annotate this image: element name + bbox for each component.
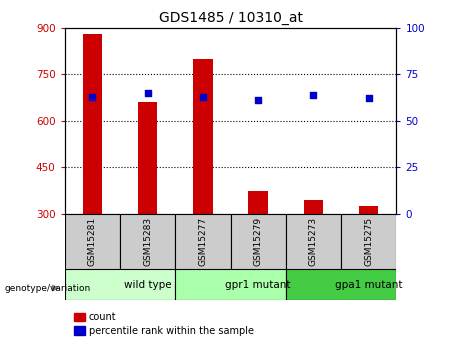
Point — [254, 98, 262, 103]
Text: GSM15283: GSM15283 — [143, 217, 152, 266]
Text: genotype/variation: genotype/variation — [5, 284, 91, 293]
Bar — [138, 102, 157, 214]
Point — [365, 96, 372, 101]
Bar — [286, 214, 341, 269]
Text: GSM15281: GSM15281 — [88, 217, 97, 266]
Text: gpr1 mutant: gpr1 mutant — [225, 280, 291, 289]
Text: GSM15275: GSM15275 — [364, 217, 373, 266]
Bar — [230, 214, 286, 269]
Text: percentile rank within the sample: percentile rank within the sample — [89, 326, 254, 335]
Text: GSM15273: GSM15273 — [309, 217, 318, 266]
Point — [89, 94, 96, 99]
Bar — [248, 190, 268, 214]
Text: wild type: wild type — [124, 280, 171, 289]
Text: GSM15279: GSM15279 — [254, 217, 263, 266]
Text: gpa1 mutant: gpa1 mutant — [335, 280, 402, 289]
Bar — [193, 59, 213, 214]
Bar — [341, 214, 396, 269]
Bar — [65, 269, 175, 300]
Bar — [83, 34, 102, 214]
Bar — [65, 214, 120, 269]
Point — [199, 94, 207, 99]
Title: GDS1485 / 10310_at: GDS1485 / 10310_at — [159, 11, 302, 25]
Text: count: count — [89, 312, 116, 322]
Point — [310, 92, 317, 97]
Bar — [286, 269, 396, 300]
Bar — [304, 200, 323, 214]
Bar — [175, 269, 286, 300]
Text: GSM15277: GSM15277 — [198, 217, 207, 266]
Bar — [120, 214, 175, 269]
Point — [144, 90, 151, 96]
Bar — [359, 206, 378, 214]
Bar — [175, 214, 230, 269]
